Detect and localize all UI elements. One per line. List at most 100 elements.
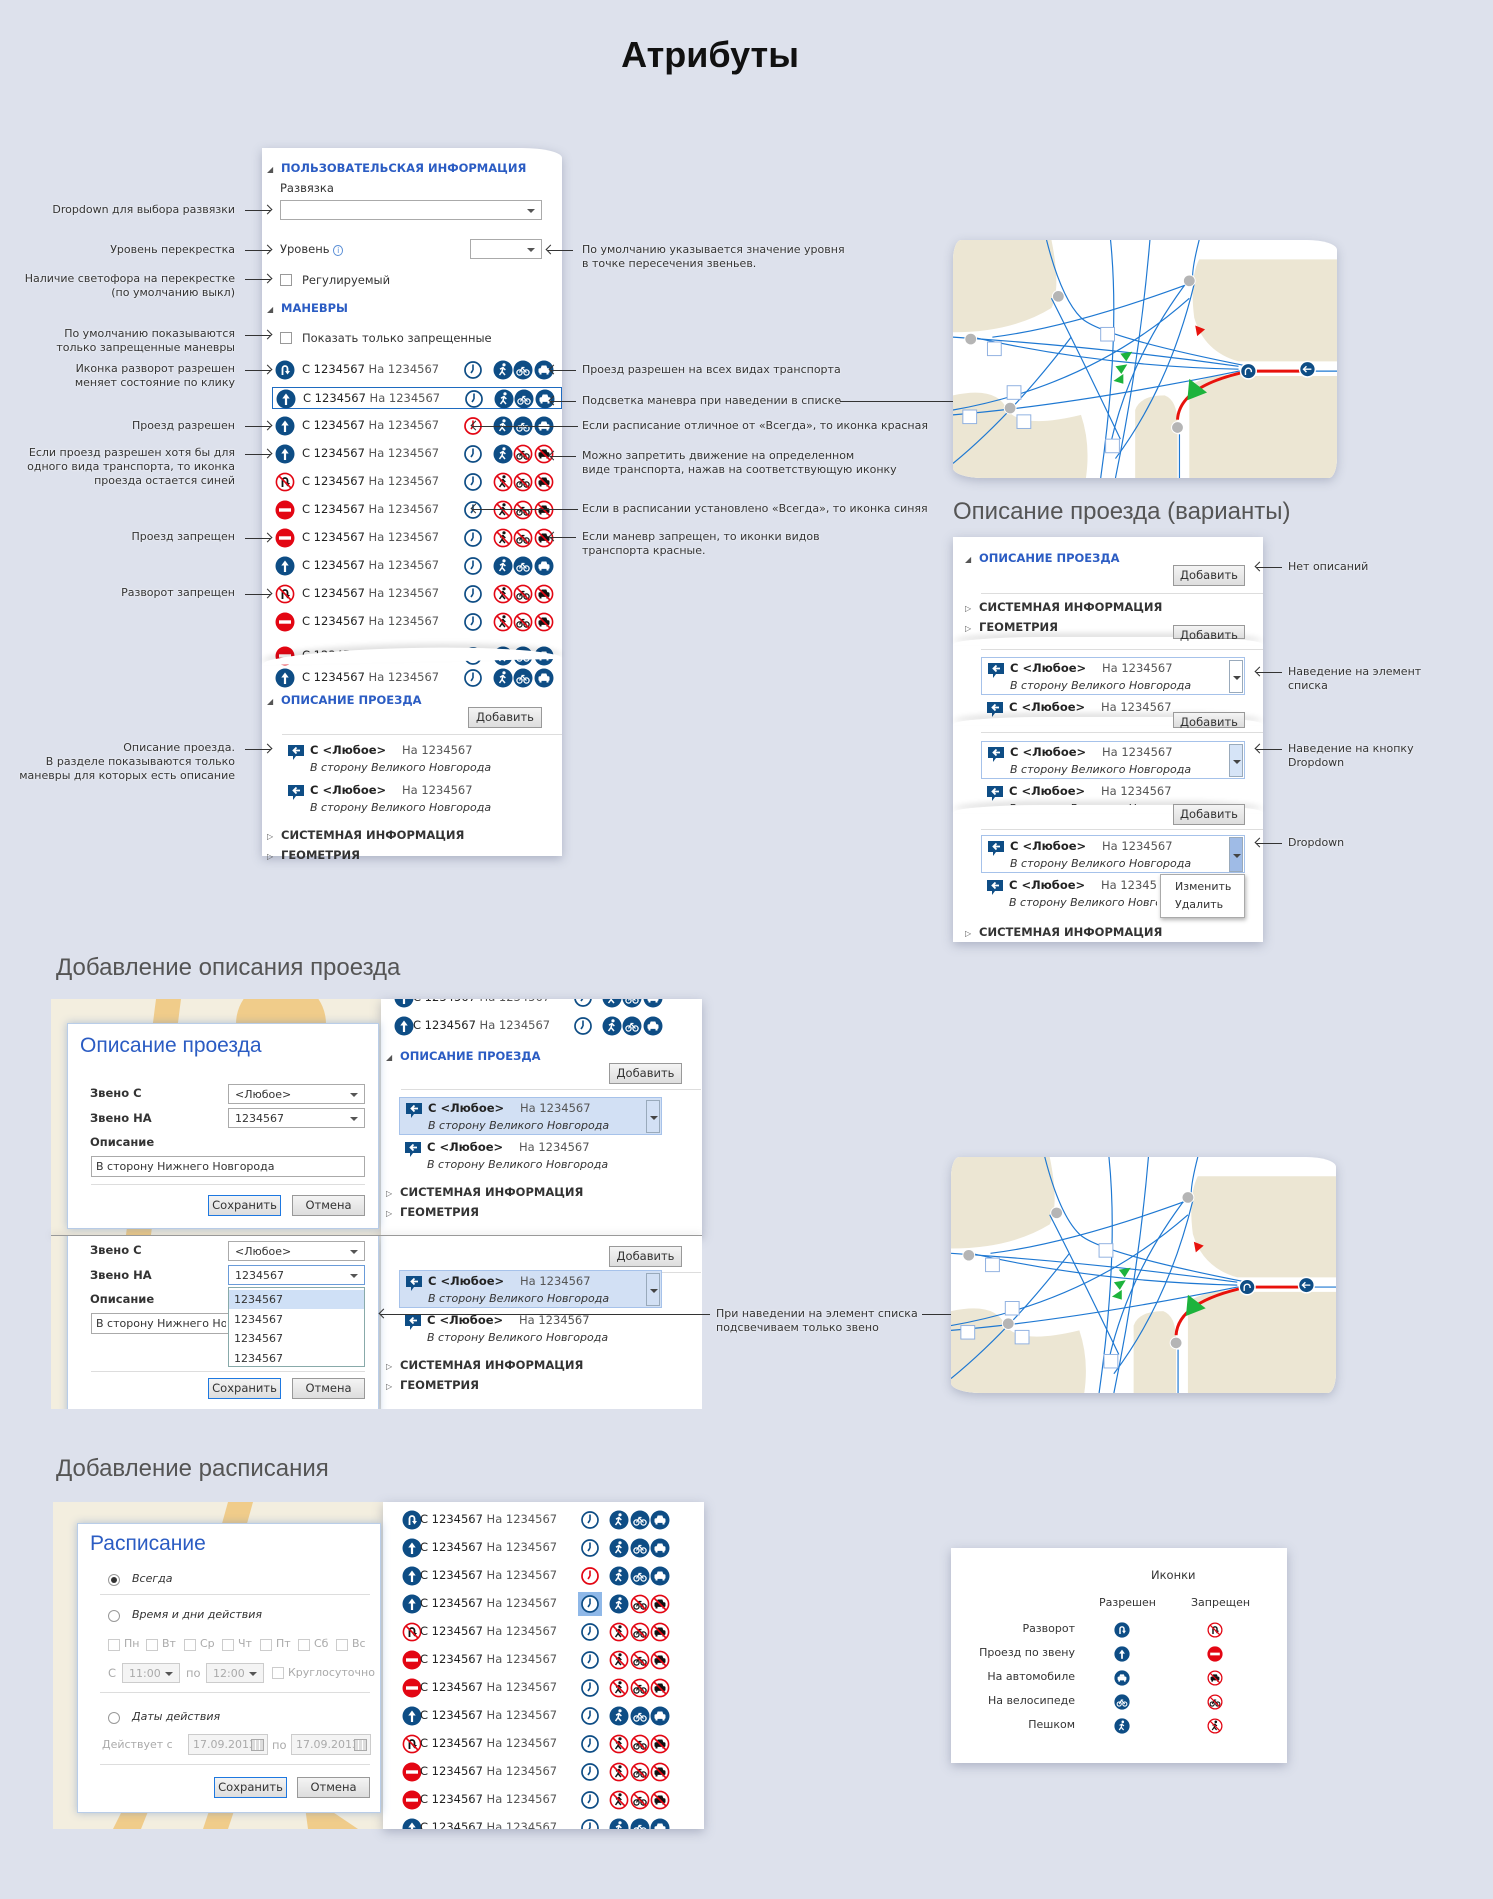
maneuver-row[interactable]: С 1234567 На 1234567 xyxy=(383,1677,704,1699)
no-entry-icon[interactable] xyxy=(402,1762,422,1782)
car-forbidden-icon[interactable] xyxy=(534,612,554,632)
straight-allowed-icon[interactable] xyxy=(394,1016,414,1036)
straight-allowed-icon[interactable] xyxy=(402,1818,422,1829)
car-forbidden-icon[interactable] xyxy=(650,1734,670,1754)
bike-allowed-icon[interactable] xyxy=(630,1706,650,1726)
section-description[interactable]: ◢ ОПИСАНИЕ ПРОЕЗДА xyxy=(267,693,421,707)
maneuver-row[interactable]: С 1234567 На 1234567 xyxy=(383,1565,704,1587)
time-from-dropdown[interactable]: 11:00 xyxy=(122,1663,180,1683)
schedule-always-icon[interactable] xyxy=(580,1650,600,1670)
bike-allowed-icon[interactable] xyxy=(622,999,642,1008)
ped-forbidden-icon[interactable] xyxy=(493,584,513,604)
maneuver-row[interactable]: С 1234567 На 1234567 xyxy=(272,387,562,409)
level-dropdown[interactable] xyxy=(470,239,542,259)
bike-forbidden-icon[interactable] xyxy=(630,1622,650,1642)
description-item[interactable]: С <Любое> На 1234567 В сторону Великого Но… xyxy=(282,740,542,778)
ped-forbidden-icon[interactable] xyxy=(493,612,513,632)
schedule-always-icon[interactable] xyxy=(580,1538,600,1558)
link-from-dropdown[interactable]: <Любое> xyxy=(228,1084,365,1104)
car-allowed-icon[interactable] xyxy=(650,1510,670,1530)
maneuver-row[interactable]: С 1234567 На 1234567 xyxy=(262,611,562,633)
description-item[interactable]: С <Любое> На 1234567 В сторону Великого Но… xyxy=(981,781,1245,805)
calendar-icon[interactable] xyxy=(354,1739,367,1751)
car-allowed-icon[interactable] xyxy=(650,1818,670,1829)
schedule-always-icon[interactable] xyxy=(580,1678,600,1698)
ped-allowed-icon[interactable] xyxy=(602,1016,622,1036)
save-button[interactable]: Сохранить xyxy=(208,1195,281,1216)
bike-forbidden-icon[interactable] xyxy=(630,1734,650,1754)
maneuver-row[interactable]: С 1234567 На 1234567 xyxy=(262,471,562,493)
car-forbidden-icon[interactable] xyxy=(650,1650,670,1670)
calendar-icon[interactable] xyxy=(251,1739,264,1751)
day-checkbox[interactable] xyxy=(184,1639,196,1651)
dropdown-button[interactable] xyxy=(646,1100,660,1133)
ped-allowed-icon[interactable] xyxy=(602,999,622,1008)
uturn-forbidden-icon[interactable] xyxy=(402,1734,422,1754)
bike-allowed-icon[interactable] xyxy=(622,1016,642,1036)
day-checkbox[interactable] xyxy=(298,1639,310,1651)
ped-allowed-icon[interactable] xyxy=(609,1818,629,1829)
description-item[interactable]: С <Любое> На 1234567 В сторону Великого Но… xyxy=(981,741,1245,779)
ped-forbidden-icon[interactable] xyxy=(609,1734,629,1754)
schedule-always-icon[interactable] xyxy=(463,444,483,464)
schedule-always-icon[interactable] xyxy=(580,1762,600,1782)
ped-allowed-icon[interactable] xyxy=(609,1538,629,1558)
junction-map[interactable] xyxy=(951,1157,1336,1393)
car-forbidden-icon[interactable] xyxy=(650,1678,670,1698)
schedule-always-icon[interactable] xyxy=(580,1622,600,1642)
add-description-button[interactable]: Добавить xyxy=(1173,625,1245,642)
section-header[interactable]: ▷ ГЕОМЕТРИЯ xyxy=(965,620,1058,634)
ped-forbidden-icon[interactable] xyxy=(493,528,513,548)
straight-allowed-icon[interactable] xyxy=(275,444,295,464)
car-allowed-icon[interactable] xyxy=(643,999,663,1008)
link-to-dropdown[interactable]: 1234567 xyxy=(228,1265,365,1285)
add-description-button[interactable]: Добавить xyxy=(1173,712,1245,729)
cancel-button[interactable]: Отмена xyxy=(292,1378,365,1399)
dropdown-option[interactable]: 1234567 xyxy=(234,1332,283,1345)
dropdown-option[interactable]: 1234567 xyxy=(234,1312,283,1326)
uturn-forbidden-icon[interactable] xyxy=(402,1622,422,1642)
bike-forbidden-icon[interactable] xyxy=(513,584,533,604)
bike-forbidden-icon[interactable] xyxy=(630,1594,650,1614)
straight-allowed-icon[interactable] xyxy=(275,416,295,436)
radio-always[interactable] xyxy=(108,1574,120,1586)
schedule-always-icon[interactable] xyxy=(463,612,483,632)
dropdown-button[interactable] xyxy=(1229,660,1243,693)
dropdown-button[interactable] xyxy=(1229,837,1243,872)
day-checkbox[interactable] xyxy=(108,1639,120,1651)
maneuver-row[interactable]: С 1234567 На 1234567 xyxy=(383,1817,704,1829)
date-from-input[interactable]: 17.09.2013 xyxy=(188,1734,268,1755)
no-entry-icon[interactable] xyxy=(402,1790,422,1810)
maneuver-row[interactable]: С 1234567 На 1234567 xyxy=(262,667,562,689)
description-item[interactable]: С <Любое> На 1234567 В сторону Великого Но… xyxy=(981,657,1245,695)
car-allowed-icon[interactable] xyxy=(650,1538,670,1558)
maneuver-row[interactable]: С 1234567 На 1234567 xyxy=(383,1789,704,1811)
car-allowed-icon[interactable] xyxy=(650,1706,670,1726)
no-entry-icon[interactable] xyxy=(402,1650,422,1670)
description-item[interactable]: С <Любое> На 1234567 В сторону Великого Но… xyxy=(399,1270,662,1308)
dropdown-option[interactable]: 1234567 xyxy=(234,1351,283,1365)
ped-allowed-icon[interactable] xyxy=(493,668,513,688)
ped-forbidden-icon[interactable] xyxy=(609,1790,629,1810)
ped-forbidden-icon[interactable] xyxy=(609,1650,629,1670)
dropdown-button[interactable] xyxy=(646,1273,660,1306)
bike-forbidden-icon[interactable] xyxy=(630,1790,650,1810)
ped-forbidden-icon[interactable] xyxy=(609,1762,629,1782)
description-item[interactable]: С <Любое> На 1234567 В сторону Великого Но… xyxy=(282,780,542,818)
straight-allowed-icon[interactable] xyxy=(275,668,295,688)
junction-dropdown[interactable] xyxy=(280,200,542,220)
radio-time-days[interactable] xyxy=(108,1610,120,1622)
bike-allowed-icon[interactable] xyxy=(630,1818,650,1829)
show-forbidden-checkbox[interactable] xyxy=(280,332,292,344)
straight-allowed-icon[interactable] xyxy=(275,556,295,576)
bike-allowed-icon[interactable] xyxy=(630,1538,650,1558)
straight-allowed-icon[interactable] xyxy=(276,389,296,409)
link-from-dropdown[interactable]: <Любое> xyxy=(228,1241,365,1261)
uturn-forbidden-icon[interactable] xyxy=(275,584,295,604)
ped-allowed-icon[interactable] xyxy=(493,556,513,576)
add-description-button[interactable]: Добавить xyxy=(468,707,542,728)
ped-forbidden-icon[interactable] xyxy=(609,1622,629,1642)
straight-allowed-icon[interactable] xyxy=(394,999,414,1008)
description-item[interactable]: С <Любое> На 123456 В сторону Великого Нов… xyxy=(981,875,1157,913)
add-description-button[interactable]: Добавить xyxy=(1173,565,1245,586)
